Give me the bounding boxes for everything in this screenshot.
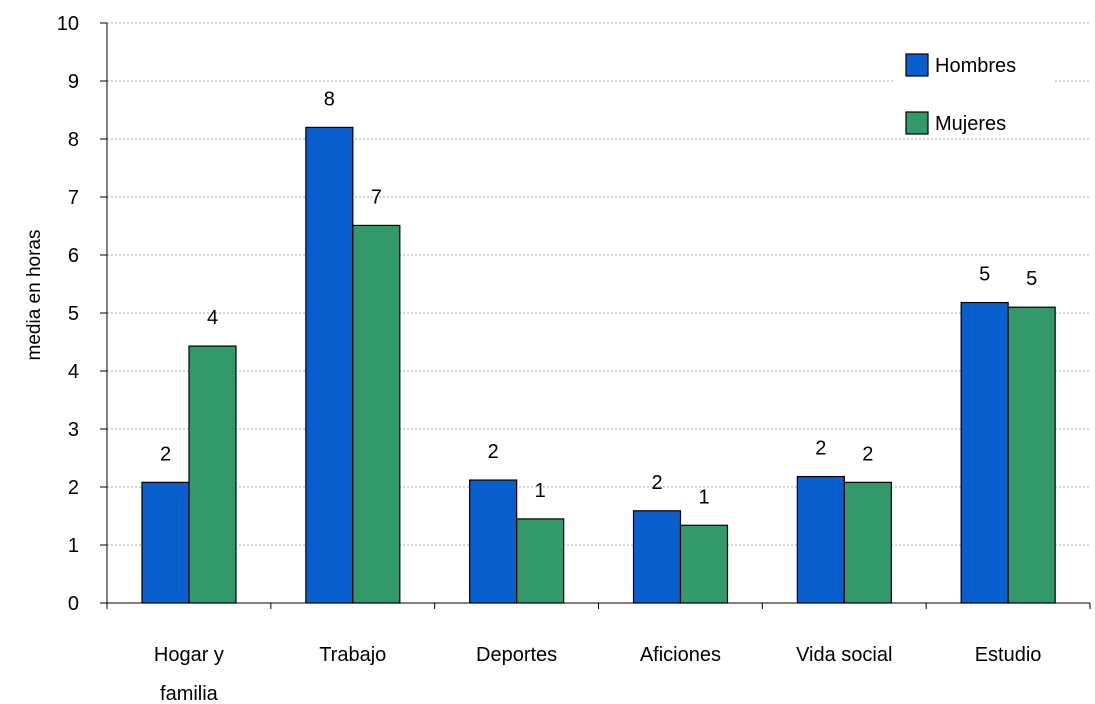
axes: 0 1 2 3 4 5 6 7 8 9 10 Hogar y familia Trabajo Deporte…: [57, 13, 1091, 704]
bar-hombres: [469, 479, 518, 604]
data-label: 7: [371, 186, 382, 208]
data-label: 4: [207, 307, 218, 329]
y-tick-label: 0: [68, 593, 79, 615]
x-tick-label: Aficiones: [640, 644, 721, 666]
y-tick-label: 4: [68, 361, 79, 383]
data-label: 5: [979, 264, 990, 286]
x-tick-label: Hogar y familia: [154, 644, 224, 704]
x-tick-label-line: Estudio: [975, 644, 1042, 666]
y-tick-label: 1: [68, 535, 79, 557]
data-label: 2: [488, 441, 499, 463]
x-tick-label: Trabajo: [319, 644, 386, 666]
y-tick-label: 8: [68, 129, 79, 151]
legend: Hombres Mujeres: [893, 40, 1055, 135]
data-label: 2: [815, 438, 826, 460]
bar-mujeres: [679, 524, 729, 604]
bar-mujeres: [1007, 306, 1056, 604]
bar-hombres: [960, 301, 1009, 604]
x-tick-label-line: Vida social: [796, 644, 892, 666]
bar-mujeres: [516, 518, 565, 604]
legend-label: Hombres: [935, 55, 1016, 77]
data-label: 1: [698, 486, 709, 508]
data-label: 2: [651, 472, 662, 494]
legend-swatch: [905, 53, 929, 77]
bar-hombres: [796, 475, 845, 604]
data-label: 8: [324, 88, 335, 110]
x-tick-label-line: Deportes: [476, 644, 557, 666]
legend-swatch: [905, 111, 929, 135]
bar-mujeres: [188, 345, 237, 604]
x-tick-label-line: Aficiones: [640, 644, 721, 666]
y-axis-title: media en horas: [24, 230, 45, 361]
y-tick-label: 5: [68, 303, 79, 325]
x-tick-label: Vida social: [796, 644, 892, 666]
y-tick-label: 2: [68, 477, 79, 499]
bar-hombres: [141, 481, 190, 604]
x-tick-label: Deportes: [476, 644, 557, 666]
bars: [141, 126, 1056, 604]
x-tick-label-line: Trabajo: [319, 644, 386, 666]
y-tick-label: 3: [68, 419, 79, 441]
y-tick-label: 9: [68, 71, 79, 93]
y-tick-label: 10: [57, 13, 79, 35]
y-tick-label: 6: [68, 245, 79, 267]
x-tick-label-line: familia: [160, 683, 219, 704]
bar-hombres: [305, 126, 354, 604]
x-tick-label: Estudio: [975, 644, 1042, 666]
bar-mujeres: [352, 224, 401, 604]
data-labels: 2 4 8 7 2 1 2 1 2 2 5 5: [160, 88, 1037, 508]
bar-mujeres: [843, 481, 892, 604]
y-tick-label: 7: [68, 187, 79, 209]
data-label: 5: [1026, 268, 1037, 290]
data-label: 2: [862, 443, 873, 465]
bar-hombres: [632, 510, 682, 604]
data-label: 1: [535, 480, 546, 502]
x-tick-label-line: Hogar y: [154, 644, 224, 666]
legend-label: Mujeres: [935, 113, 1006, 135]
data-label: 2: [160, 443, 171, 465]
